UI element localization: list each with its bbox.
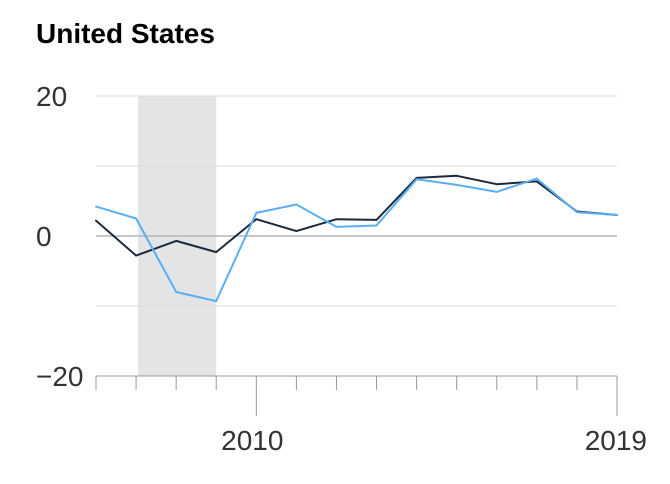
y-tick-label: −20 — [36, 361, 84, 392]
chart-title: United States — [36, 18, 215, 49]
tick-labels: 20 0 −20 2010 2019 — [36, 81, 647, 456]
x-tick-label: 2019 — [585, 425, 647, 456]
y-tick-label: 20 — [36, 81, 67, 112]
series-lines — [95, 174, 618, 303]
gridlines — [96, 95, 617, 307]
x-axis — [95, 375, 618, 416]
y-tick-label: 0 — [36, 221, 52, 252]
series-line-2 — [95, 177, 618, 303]
x-tick-label: 2010 — [221, 425, 283, 456]
